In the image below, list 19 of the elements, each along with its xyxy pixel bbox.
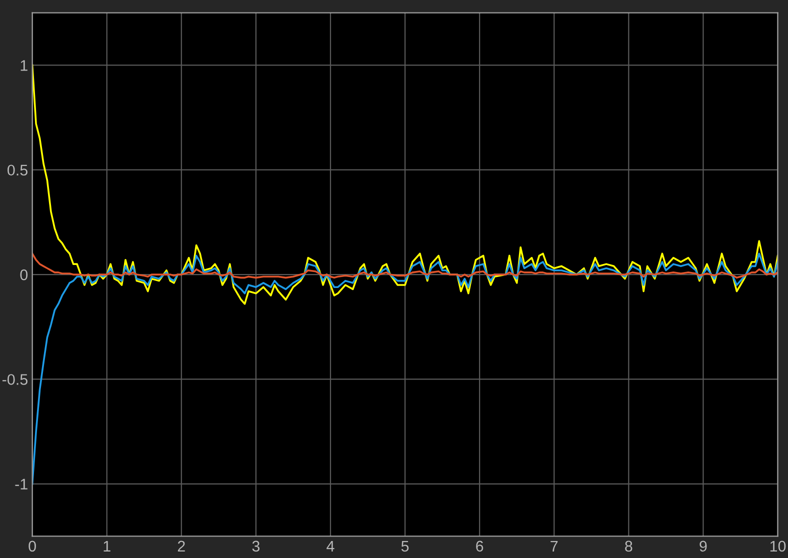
y-tick-label: 1 xyxy=(20,60,28,71)
x-tick-label: 9 xyxy=(700,540,707,552)
x-tick-label: 4 xyxy=(326,540,334,552)
x-tick-label: 0 xyxy=(28,540,36,552)
x-tick-label: 1 xyxy=(104,540,110,552)
y-tick-label: 0 xyxy=(20,269,28,280)
x-tick-label: 7 xyxy=(550,540,558,552)
y-tick-label: 0.5 xyxy=(8,164,28,176)
line-series xyxy=(32,252,778,279)
y-tick-label: -0.5 xyxy=(2,374,28,385)
x-tick-label: 6 xyxy=(476,540,484,552)
x-tick-label: 10 xyxy=(770,540,786,552)
x-tick-label: 2 xyxy=(178,540,185,552)
x-tick-label: 3 xyxy=(252,540,260,552)
line-series xyxy=(32,252,778,485)
line-series xyxy=(32,64,778,305)
x-tick-label: 8 xyxy=(625,540,632,552)
y-tick-label: -1 xyxy=(15,478,28,490)
x-tick-label: 5 xyxy=(401,540,409,552)
